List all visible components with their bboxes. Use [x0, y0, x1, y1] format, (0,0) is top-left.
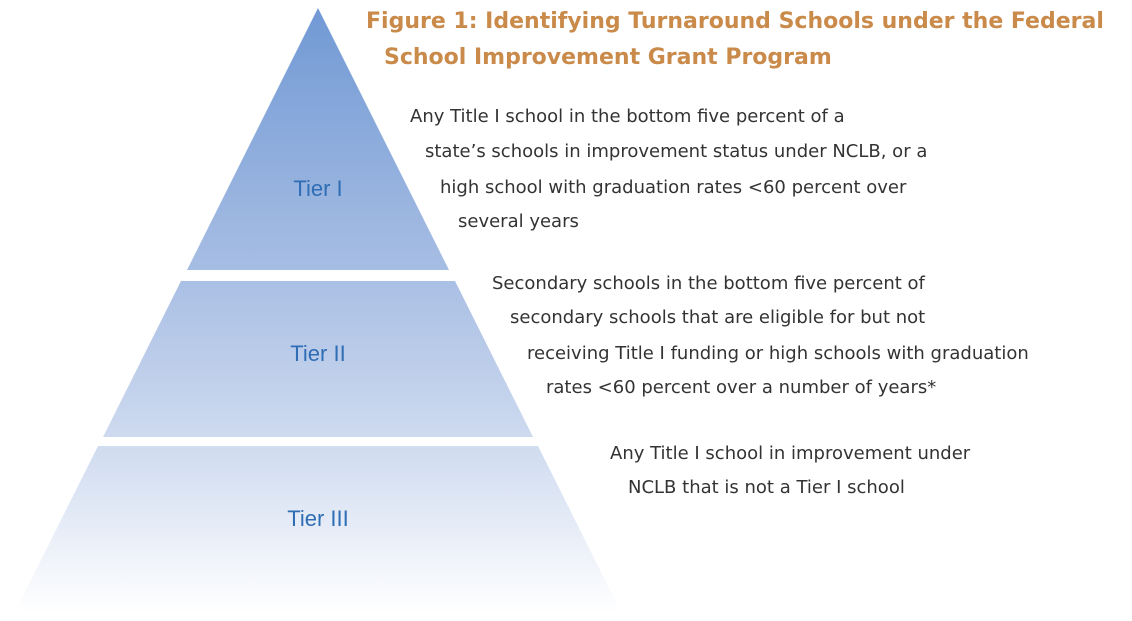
- tier-description: Secondary schools in the bottom five per…: [492, 273, 926, 294]
- tier-label: Tier III: [287, 506, 349, 531]
- title-line: Figure 1: Identifying Turnaround Schools…: [366, 9, 1104, 34]
- tier-description: several years: [458, 211, 579, 232]
- tier-description: high school with graduation rates <60 pe…: [440, 177, 907, 198]
- tier-label: Tier I: [293, 176, 342, 201]
- title-line: School Improvement Grant Program: [384, 45, 832, 70]
- tier-1-shape: [187, 8, 449, 270]
- content: Figure 1: Identifying Turnaround Schools…: [287, 9, 1104, 531]
- tier-description: NCLB that is not a Tier I school: [628, 477, 905, 498]
- tier-description: rates <60 percent over a number of years…: [546, 377, 936, 398]
- tier-2-shape: [103, 281, 533, 437]
- tier-label: Tier II: [290, 341, 345, 366]
- tier-description: Any Title I school in improvement under: [610, 443, 971, 464]
- tier-description: Any Title I school in the bottom five pe…: [410, 106, 845, 127]
- tier-description: secondary schools that are eligible for …: [510, 307, 925, 328]
- tier-description: state’s schools in improvement status un…: [425, 141, 927, 162]
- tier-3-shape: [15, 446, 621, 612]
- tier-description: receiving Title I funding or high school…: [527, 343, 1029, 364]
